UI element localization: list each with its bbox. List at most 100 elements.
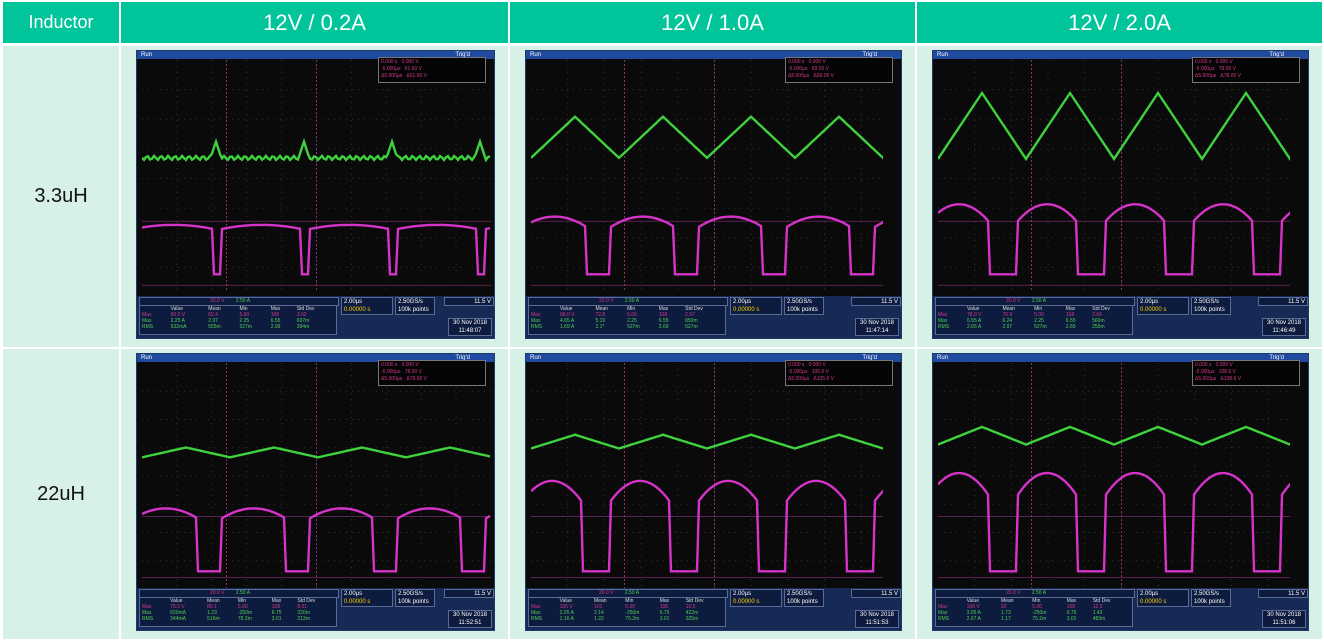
sample-rate: 2.50GS/s — [787, 299, 813, 305]
cursor-readout: 0.000 s 0.000 V -5.000µs 108.6 V Δ5.000µs … — [1192, 360, 1300, 386]
cursor-v2: 78.00 V — [1218, 66, 1236, 72]
meas-label: Max — [142, 604, 152, 610]
meas-value: 75.5 V — [170, 604, 185, 610]
inductor-current-trace — [142, 137, 491, 163]
meas-row: Max 68.0 V 72.8 5.00 108 2.97 — [529, 312, 725, 318]
meas-value: 108 — [658, 312, 668, 318]
inductor-current-trace — [938, 90, 1290, 162]
scope-status-bar: Run Trig'd — [526, 354, 901, 362]
cursor-dt: Δ5.000µs — [381, 376, 403, 382]
meas-label: Max — [142, 610, 152, 616]
meas-value: 75.2m — [625, 616, 640, 622]
scope-screen: Run Trig'd 0.000 s 0.000 V -5.000µs 78.00 V… — [136, 353, 495, 631]
cursor-dv: Δ78.00 V — [1220, 73, 1241, 79]
meas-value: 1.23 — [207, 610, 217, 616]
sample-rate: 2.50GS/s — [1194, 591, 1220, 597]
trigger-status: Trig'd — [1269, 355, 1284, 361]
scope-status-bar: Run Trig'd — [137, 354, 494, 362]
measurement-table: Value Mean Min Max Std Dev Max 108 V 92 5.00 108 1… — [935, 597, 1133, 627]
meas-label: Max — [938, 312, 948, 318]
meas-value: 68.0 V — [560, 312, 575, 318]
meas-header: Std Dev — [1092, 306, 1110, 312]
row-label-0: 3.3uH — [3, 46, 119, 347]
meas-value: 72.8 — [595, 312, 606, 318]
cursor-dt: Δ5.000µs — [1195, 73, 1217, 79]
meas-label: RMS — [531, 616, 543, 622]
meas-header: Value — [560, 306, 573, 312]
record-length: 100k points — [1194, 307, 1225, 313]
meas-header: Max — [271, 598, 282, 604]
column-header-1: 12V / 1.0A — [510, 2, 915, 43]
cursor-v2: 105.0 V — [811, 369, 829, 375]
meas-value: 255m — [1092, 324, 1105, 330]
measurement-table: Value Mean Min Max Std Dev Max 78.0 V 76.9 5.00 1… — [935, 305, 1133, 335]
ch2-scale: 2.50 A — [624, 590, 640, 596]
meas-value: 2.25 — [239, 318, 250, 324]
record-length: 100k points — [1194, 599, 1225, 605]
trigger-level: 11.5 V — [881, 591, 898, 597]
meas-value: 650mA — [170, 610, 187, 616]
meas-value: 394m — [296, 324, 310, 330]
record-length: 100k points — [787, 307, 818, 313]
inductor-current-trace — [938, 425, 1290, 446]
cell-r0-c0: Run Trig'd 0.000 s 0.000 V -5.000µs 61.60 V… — [121, 46, 508, 347]
ch2-scale: 2.50 A — [624, 298, 640, 304]
meas-value: 527m — [627, 324, 640, 330]
cursor-t1: 0.000 s — [1195, 59, 1212, 65]
meas-value: 108 — [271, 604, 281, 610]
meas-value: 2.1* — [595, 324, 605, 330]
cursor-dt: Δ5.000µs — [1195, 376, 1217, 382]
meas-row: Max 105 V 101 5.00 108 10.5 — [529, 604, 725, 610]
meas-label: Max — [938, 604, 948, 610]
meas-header: Mean — [594, 598, 607, 604]
meas-row: Max 6.55 A 6.24 2.25 6.55 560m — [936, 318, 1132, 324]
meas-value: 105 V — [559, 604, 573, 610]
meas-header: Min — [1032, 598, 1041, 604]
timebase-box: 2.00µs 0.00000 s — [1137, 589, 1189, 607]
meas-value: 527m — [1034, 324, 1047, 330]
meas-value: -250m — [625, 610, 640, 616]
ch2-scale: 2.50 A — [1031, 298, 1047, 304]
meas-row: RMS 2.65 A 2.97 527m 2.89 255m — [936, 324, 1132, 330]
meas-header: Std Dev — [1092, 598, 1111, 604]
meas-value: 527m — [239, 324, 252, 330]
cursor-readout: 0.000 s 0.000 V -5.000µs 78.00 V Δ5.000µs … — [1192, 57, 1300, 83]
cursor-dv: Δ78.00 V — [406, 376, 427, 382]
cursor-dv: Δ108.6 V — [1220, 376, 1241, 382]
switch-node-voltage-trace — [938, 203, 1290, 276]
capture-time: 11:47:14 — [865, 328, 889, 334]
run-status: Run — [141, 355, 153, 361]
meas-value: 6.75 — [1066, 610, 1077, 616]
acquisition-box: 2.50GS/s 100k points — [1191, 297, 1231, 315]
meas-value: 5.19 — [595, 318, 606, 324]
meas-value: 1.73 — [1001, 610, 1011, 616]
trigger-position: 0.00000 s — [1140, 599, 1167, 605]
cursor-t2: -5.000µs — [381, 369, 401, 375]
ch1-scale: 20.0 V — [599, 590, 614, 596]
capture-date: 30 Nov 2018 — [452, 320, 488, 326]
meas-value: 5.00 — [239, 312, 250, 318]
timebase-box: 2.00µs 0.00000 s — [341, 589, 393, 607]
cursor-dt: Δ5.000µs — [788, 73, 810, 79]
meas-value: 6.24 — [1002, 318, 1013, 324]
scope-status-bar: Run Trig'd — [137, 51, 494, 59]
cursor-v1: 0.000 V — [1215, 362, 1233, 368]
meas-header: Value — [559, 598, 573, 604]
switch-node-voltage-trace — [531, 479, 883, 573]
run-status: Run — [530, 355, 542, 361]
capture-date: 30 Nov 2018 — [859, 612, 895, 618]
cursor-t1: 0.000 s — [381, 362, 398, 368]
switch-node-voltage-trace — [142, 223, 491, 276]
meas-label: Max — [142, 312, 152, 318]
trigger-status: Trig'd — [455, 52, 470, 58]
record-length: 100k points — [398, 599, 429, 605]
timebase: 2.00µs — [344, 591, 363, 597]
trigger-level-box: 11.5 V — [851, 589, 901, 598]
cursor-t1: 0.000 s — [788, 362, 805, 368]
timebase: 2.00µs — [1140, 299, 1159, 305]
trigger-status: Trig'd — [1269, 52, 1284, 58]
cell-r1-c0: Run Trig'd 0.000 s 0.000 V -5.000µs 78.00 V… — [121, 349, 508, 639]
meas-value: -250m — [237, 610, 253, 616]
meas-value: 6.55 A — [967, 318, 982, 324]
